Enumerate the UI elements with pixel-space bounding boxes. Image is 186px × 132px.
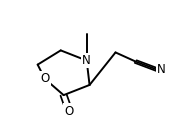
- Text: O: O: [40, 72, 49, 85]
- Text: N: N: [82, 54, 91, 67]
- Text: N: N: [157, 63, 166, 76]
- Text: O: O: [65, 105, 74, 118]
